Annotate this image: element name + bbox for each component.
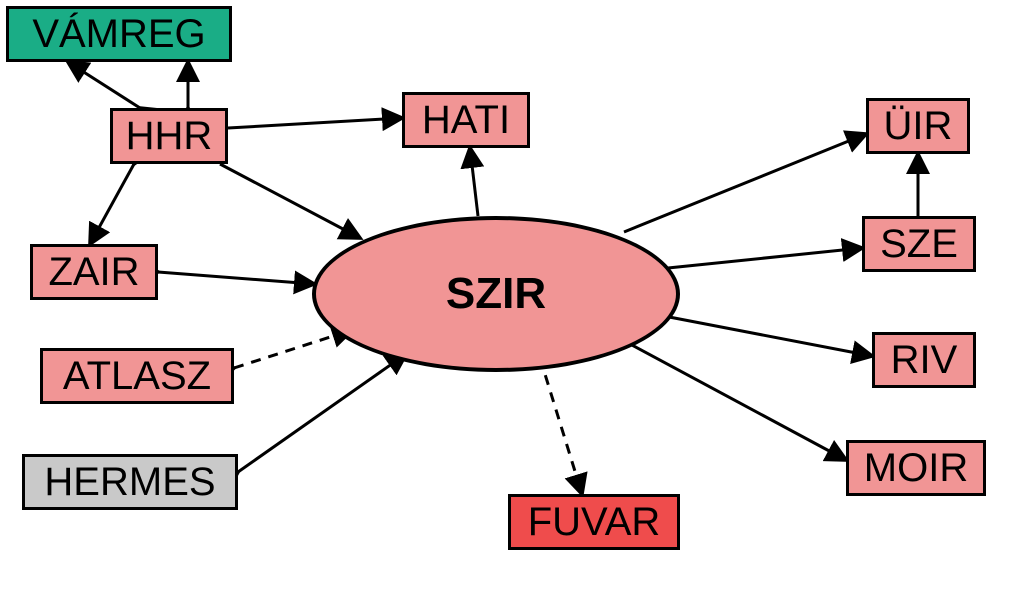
node-label-hhr: HHR [126, 114, 213, 159]
node-label-sze: SZE [880, 222, 958, 267]
edge [470, 148, 478, 216]
node-szir: SZIR [312, 216, 680, 372]
node-label-uir: ÜIR [884, 104, 953, 149]
node-hati: HATI [402, 92, 530, 148]
edge [90, 164, 134, 244]
node-label-szir: SZIR [446, 269, 546, 319]
diagram-canvas: SZIR VÁMREG HHR ZAIR ATLASZ HERMES HATI … [0, 0, 1024, 602]
node-label-zair: ZAIR [48, 250, 139, 295]
node-fuvar: FUVAR [508, 494, 680, 550]
node-label-moir: MOIR [864, 446, 968, 491]
node-riv: RIV [872, 332, 976, 388]
node-label-riv: RIV [891, 338, 958, 383]
edge [220, 164, 360, 238]
node-moir: MOIR [846, 440, 986, 496]
node-uir: ÜIR [866, 98, 970, 154]
node-zair: ZAIR [30, 244, 158, 300]
node-label-vamreg: VÁMREG [32, 12, 205, 57]
edge [158, 272, 314, 284]
node-hermes: HERMES [22, 454, 238, 510]
edge [624, 134, 866, 232]
node-atlasz: ATLASZ [40, 348, 234, 404]
edge [668, 248, 862, 268]
node-label-hermes: HERMES [44, 460, 215, 505]
edge [664, 316, 872, 356]
edge [234, 330, 352, 368]
node-sze: SZE [862, 216, 976, 272]
edge [228, 118, 402, 128]
node-label-fuvar: FUVAR [528, 500, 661, 545]
node-label-hati: HATI [422, 98, 510, 143]
edge [540, 358, 582, 494]
edge [630, 344, 846, 460]
node-label-atlasz: ATLASZ [63, 354, 211, 399]
edge [238, 354, 406, 472]
node-vamreg: VÁMREG [6, 6, 232, 62]
edge [68, 62, 140, 108]
node-hhr: HHR [110, 108, 228, 164]
